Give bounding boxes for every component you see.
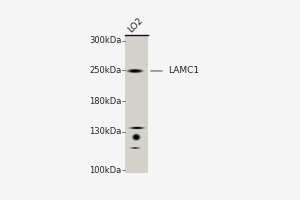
Ellipse shape <box>134 136 138 139</box>
Ellipse shape <box>133 70 138 72</box>
Ellipse shape <box>130 147 140 149</box>
Text: 130kDa: 130kDa <box>89 127 121 136</box>
Ellipse shape <box>131 70 139 72</box>
Ellipse shape <box>126 69 144 73</box>
Ellipse shape <box>130 147 140 148</box>
Ellipse shape <box>131 127 142 129</box>
Ellipse shape <box>133 70 137 71</box>
Text: 180kDa: 180kDa <box>89 97 121 106</box>
Ellipse shape <box>134 127 140 128</box>
Text: LO2: LO2 <box>126 15 144 34</box>
Text: 250kDa: 250kDa <box>89 66 121 75</box>
Ellipse shape <box>128 69 142 73</box>
Ellipse shape <box>135 136 138 138</box>
Ellipse shape <box>129 127 145 129</box>
Ellipse shape <box>131 127 143 129</box>
Ellipse shape <box>134 135 139 140</box>
Ellipse shape <box>129 147 141 149</box>
Ellipse shape <box>127 69 143 73</box>
Ellipse shape <box>136 137 137 138</box>
Ellipse shape <box>133 135 140 140</box>
Ellipse shape <box>132 133 141 141</box>
Bar <box>125 35 148 173</box>
Ellipse shape <box>132 134 140 141</box>
Ellipse shape <box>129 127 145 129</box>
Ellipse shape <box>134 127 141 129</box>
Ellipse shape <box>130 70 140 72</box>
Ellipse shape <box>131 70 139 72</box>
Ellipse shape <box>129 70 141 72</box>
Ellipse shape <box>134 135 139 139</box>
Ellipse shape <box>135 136 137 138</box>
Ellipse shape <box>132 134 140 140</box>
Ellipse shape <box>135 136 138 138</box>
Ellipse shape <box>136 137 137 138</box>
Ellipse shape <box>128 127 146 129</box>
Ellipse shape <box>134 135 138 139</box>
Ellipse shape <box>132 127 142 129</box>
Text: 300kDa: 300kDa <box>89 36 121 45</box>
Ellipse shape <box>127 69 143 73</box>
Text: 100kDa: 100kDa <box>89 166 121 175</box>
Ellipse shape <box>133 134 140 140</box>
Ellipse shape <box>130 127 144 129</box>
Ellipse shape <box>132 127 142 129</box>
Ellipse shape <box>128 69 142 73</box>
Ellipse shape <box>130 147 140 149</box>
Ellipse shape <box>134 135 139 139</box>
Ellipse shape <box>132 70 138 72</box>
Text: LAMC1: LAMC1 <box>151 66 199 75</box>
Ellipse shape <box>129 69 141 72</box>
Ellipse shape <box>133 134 140 140</box>
Ellipse shape <box>130 147 141 149</box>
Ellipse shape <box>130 70 140 72</box>
Ellipse shape <box>132 134 141 141</box>
Ellipse shape <box>130 127 144 129</box>
Ellipse shape <box>133 127 141 129</box>
